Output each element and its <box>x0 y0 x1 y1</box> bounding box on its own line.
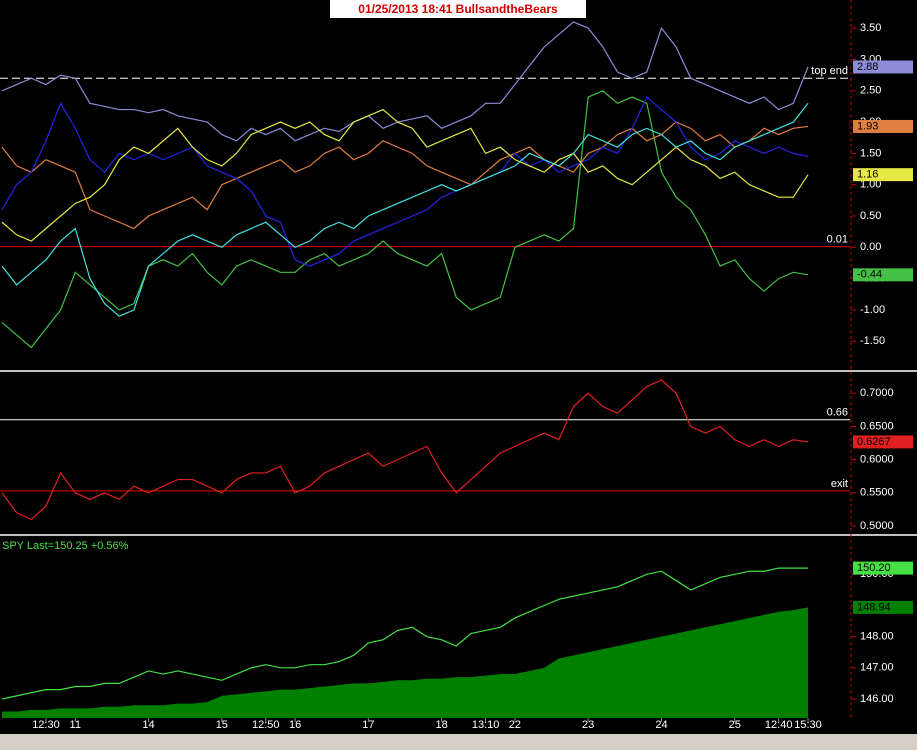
last-value-label: 2.88 <box>857 61 878 73</box>
y-tick-label: 2.50 <box>860 85 881 97</box>
level-label: exit <box>831 478 848 490</box>
series-line <box>1 567 808 700</box>
x-tick-label: 11 <box>70 719 81 731</box>
last-value-box <box>853 561 913 575</box>
panel-divider <box>0 370 917 372</box>
last-value-box <box>853 600 913 614</box>
x-tick-label: 12:30 <box>32 719 60 731</box>
y-tick-label: -1.50 <box>860 335 885 347</box>
last-value-box <box>853 268 913 282</box>
y-tick-label: 0.6500 <box>860 420 894 432</box>
y-tick-label: 146.00 <box>860 693 894 705</box>
panel-divider <box>0 534 917 536</box>
last-value-label: 150.20 <box>857 562 891 574</box>
y-tick-label: 0.5000 <box>860 520 894 532</box>
x-tick-label: 25 <box>729 719 741 731</box>
y-tick-label: 148.00 <box>860 631 894 643</box>
x-tick-label: 13:10 <box>472 719 500 731</box>
x-tick-label: 12:50 <box>252 719 280 731</box>
last-value-box <box>853 435 913 449</box>
x-tick-label: 23 <box>582 719 594 731</box>
level-label: 0.01 <box>827 234 848 246</box>
series-line <box>1 108 809 242</box>
y-tick-label: 0.6000 <box>860 454 894 466</box>
last-value-label: 1.93 <box>857 120 878 132</box>
level-label: top end <box>811 65 848 77</box>
x-tick-label: 22 <box>509 719 521 731</box>
level-label: 0.66 <box>827 407 848 419</box>
x-tick-label: 16 <box>289 719 301 731</box>
title-box <box>330 0 586 18</box>
series-line <box>1 90 809 349</box>
series-line <box>1 96 809 267</box>
x-tick-label: 18 <box>436 719 448 731</box>
x-tick-label: 17 <box>362 719 374 731</box>
chart-title: 01/25/2013 18:41 BullsandtheBears <box>358 2 558 16</box>
last-value-box <box>853 60 913 74</box>
x-tick-label: 14 <box>142 719 154 731</box>
series-line <box>1 379 809 521</box>
x-tick-label: 15:30 <box>794 719 822 731</box>
y-tick-label: 0.50 <box>860 210 881 222</box>
y-tick-label: 0.7000 <box>860 387 894 399</box>
y-tick-label: 147.00 <box>860 662 894 674</box>
last-value-label: 148.94 <box>857 601 891 613</box>
series-line <box>1 102 809 317</box>
x-tick-label: 12:40 <box>765 719 793 731</box>
last-value-label: -0.44 <box>857 269 882 281</box>
y-tick-label: 0.5500 <box>860 487 894 499</box>
last-value-label: 1.16 <box>857 169 878 181</box>
series-line <box>1 121 809 230</box>
panel-subtitle: SPY Last=150.25 +0.56% <box>2 540 129 552</box>
y-tick-label: 0.00 <box>860 241 881 253</box>
x-tick-label: 24 <box>655 719 667 731</box>
last-value-box <box>853 119 913 133</box>
y-tick-label: 1.00 <box>860 179 881 191</box>
scrollbar <box>0 734 917 750</box>
y-tick-label: 1.50 <box>860 147 881 159</box>
series-line <box>1 21 809 142</box>
y-tick-label: 3.50 <box>860 22 881 34</box>
x-tick-label: 15 <box>216 719 228 731</box>
y-tick-label: -1.00 <box>860 304 885 316</box>
last-value-label: 0.6267 <box>857 436 891 448</box>
area <box>2 607 808 718</box>
last-value-box <box>853 168 913 182</box>
